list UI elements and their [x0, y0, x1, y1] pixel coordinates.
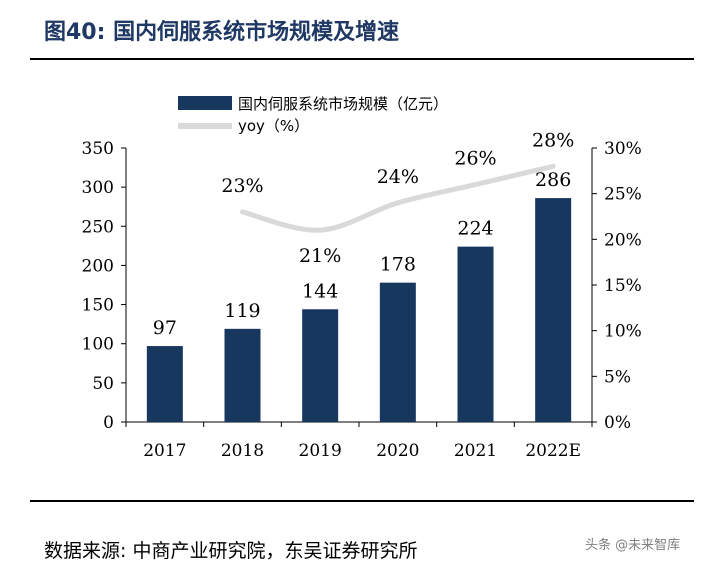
yoy-value-label: 28% [532, 129, 574, 151]
market-size-chart: 国内伺服系统市场规模（亿元） yoy（%） 0 50 100 150 200 250 300… [82, 95, 642, 461]
bar-2021 [457, 246, 494, 422]
yoy-series-line [240, 163, 556, 233]
legend-line-label: yoy（%） [238, 117, 309, 135]
right-axis-tick-label: 20% [604, 230, 642, 250]
bar-value-label: 286 [535, 169, 571, 191]
legend-bar-label: 国内伺服系统市场规模（亿元） [238, 95, 448, 113]
watermark: 头条 @未来智库 [585, 538, 681, 553]
top-rule [30, 58, 694, 60]
legend: 国内伺服系统市场规模（亿元） yoy（%） [178, 95, 448, 135]
yoy-value-label: 24% [377, 166, 419, 188]
bar-value-label: 144 [302, 280, 338, 302]
bars [146, 198, 572, 422]
left-axis-tick-label: 300 [82, 178, 114, 198]
left-axis-tick-label: 200 [82, 256, 114, 276]
x-axis-tick-label: 2021 [454, 441, 497, 461]
x-axis-tick-label: 2019 [299, 441, 342, 461]
left-axis-tick-label: 100 [82, 335, 114, 355]
bar-value-label: 119 [224, 300, 260, 322]
bar-value-label: 224 [457, 218, 493, 240]
x-axis-tick-label: 2018 [221, 441, 264, 461]
right-axis-tick-label: 25% [604, 185, 642, 205]
left-axis-tick-label: 0 [103, 413, 114, 433]
left-axis-tick-label: 150 [82, 296, 114, 316]
left-axis-tick-label: 50 [92, 374, 114, 394]
bar-value-label: 97 [153, 317, 177, 339]
bottom-rule [30, 500, 694, 502]
left-axis-tick-label: 250 [82, 217, 114, 237]
axes: 0 50 100 150 200 250 300 350 0% 5% 10% 15% 20% 25% 30%… [82, 139, 642, 461]
source-note: 数据来源: 中商产业研究院，东吴证券研究所 [44, 540, 418, 562]
bar-2019 [302, 309, 339, 422]
x-axis-tick-label: 2017 [143, 441, 186, 461]
bar-2022E [535, 198, 572, 422]
right-axis-tick-label: 5% [604, 367, 631, 387]
yoy-line [240, 163, 556, 233]
right-axis-tick-label: 0% [604, 413, 631, 433]
bar-2020 [379, 282, 416, 422]
legend-bar-swatch [178, 96, 232, 110]
right-axis-tick-label: 30% [604, 139, 642, 159]
yoy-value-label: 23% [221, 175, 263, 197]
bar-2018 [224, 328, 261, 422]
x-axis-tick-label: 2022E [525, 441, 581, 461]
right-axis-tick-label: 10% [604, 322, 642, 342]
yoy-value-label: 21% [299, 245, 341, 267]
yoy-value-label: 26% [454, 148, 496, 170]
bar-2017 [146, 346, 183, 422]
bar-value-label: 178 [380, 254, 416, 276]
figure-title: 图40: 国内伺服系统市场规模及增速 [44, 20, 400, 45]
x-axis-tick-label: 2020 [376, 441, 419, 461]
left-axis-tick-label: 350 [82, 139, 114, 159]
data-labels: 97 119 144 178 224 286 23% 21% 24% 26% 28% [153, 129, 575, 339]
right-axis-tick-label: 15% [604, 276, 642, 296]
